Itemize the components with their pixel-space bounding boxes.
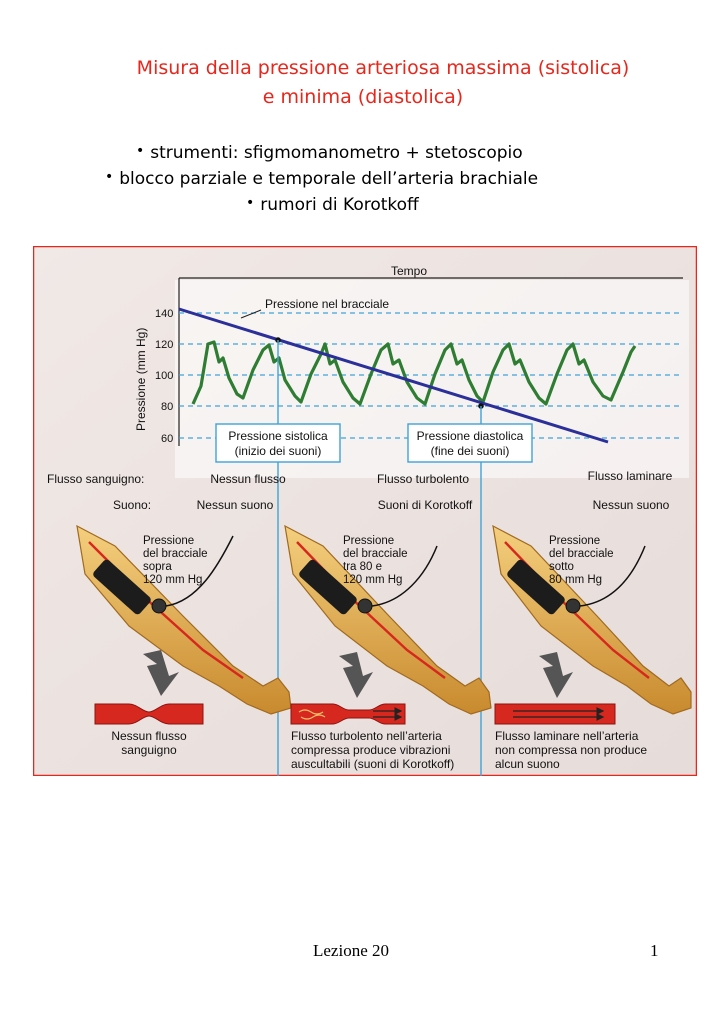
page-title-line-1: Misura della pressione arteriosa massima… <box>136 57 630 79</box>
page-title-line-2: e minima (diastolica) <box>262 86 464 108</box>
systolic-box-line-1: Pressione sistolica <box>228 429 328 443</box>
flow-col-3: Flusso laminare <box>588 469 673 483</box>
caption-1-line-2: sanguigno <box>121 743 177 757</box>
cuff-line-label: Pressione nel bracciale <box>265 297 389 311</box>
cuff-text-3-line-4: 80 mm Hg <box>549 574 602 586</box>
bullet-dot-icon: • <box>105 169 114 185</box>
sound-col-3: Nessun suono <box>593 498 670 512</box>
cuff-text-3-line-2: del bracciale <box>549 548 614 560</box>
footer-lesson: Lezione 20 <box>313 941 389 960</box>
down-arrow-icon <box>339 652 373 698</box>
stethoscope-head <box>565 598 581 614</box>
y-tick-label: 80 <box>161 401 173 413</box>
caption-3-line-1: Flusso laminare nell’arteria <box>495 729 639 743</box>
arm-panel-3: Pressione del bracciale sotto 80 mm Hg F… <box>492 524 692 771</box>
y-tick-label: 120 <box>155 339 173 351</box>
turbulence-lines <box>298 709 326 720</box>
arm-panel-2: Pressione del bracciale tra 80 e 120 mm … <box>284 524 492 771</box>
caption-2-line-1: Flusso turbolento nell’arteria <box>291 729 442 743</box>
cuff-text-2-line-2: del bracciale <box>343 548 408 560</box>
diastolic-box-line-2: (fine dei suoni) <box>431 444 510 458</box>
arterial-pressure-wave <box>191 340 637 406</box>
stethoscope-tube <box>165 535 234 607</box>
footer-page-number: 1 <box>650 941 659 960</box>
stethoscope-tube <box>579 545 646 607</box>
bullet-text: strumenti: sfigmomanometro + stetoscopio <box>150 143 523 163</box>
bullet-instruments: • strumenti: sfigmomanometro + stetoscopi… <box>136 143 523 163</box>
sound-col-2: Suoni di Korotkoff <box>378 498 473 512</box>
cuff-text-2-line-1: Pressione <box>343 535 394 547</box>
vessel-turbulent <box>290 703 406 725</box>
blood-pressure-diagram: Tempo Pressione (mm Hg) 140 120 100 80 6… <box>33 246 697 776</box>
caption-3-line-2: non compressa non produce <box>495 743 647 757</box>
stethoscope-head <box>357 598 373 614</box>
sound-row-label: Suono: <box>113 498 151 512</box>
diastolic-box-line-1: Pressione diastolica <box>417 429 524 443</box>
flow-col-1: Nessun flusso <box>210 472 286 486</box>
y-tick-label: 60 <box>161 433 173 445</box>
diastolic-box <box>407 423 533 463</box>
systolic-box <box>215 423 341 463</box>
bullet-block: • blocco parziale e temporale dell’arteri… <box>105 169 538 189</box>
y-tick-label: 100 <box>155 370 173 382</box>
vessel-open <box>494 703 616 725</box>
y-tick-label: 140 <box>155 308 173 320</box>
bullet-dot-icon: • <box>246 195 255 211</box>
cuff-text-1-line-3: sopra <box>143 561 172 573</box>
caption-2-line-3: auscultabili (suoni di Korotkoff) <box>291 757 454 771</box>
cuff-text-1-line-1: Pressione <box>143 535 194 547</box>
flow-col-2: Flusso turbolento <box>377 472 469 486</box>
flow-row-label: Flusso sanguigno: <box>47 472 144 486</box>
cuff-band <box>507 559 565 615</box>
cuff-band <box>93 559 151 615</box>
y-ticks: 140 120 100 80 60 <box>155 308 173 445</box>
bullet-korotkoff: • rumori di Korotkoff <box>246 195 419 215</box>
down-arrow-icon <box>539 652 573 698</box>
y-axis-label: Pressione (mm Hg) <box>134 328 148 431</box>
stethoscope-head <box>151 598 167 614</box>
arm-shape <box>284 524 492 715</box>
cuff-text-2-line-3: tra 80 e <box>343 561 382 573</box>
caption-3-line-3: alcun suono <box>495 757 560 771</box>
cuff-pressure-line <box>178 307 609 444</box>
cuff-text-1-line-4: 120 mm Hg <box>143 574 202 586</box>
stethoscope-tube <box>371 545 438 607</box>
cuff-label-pointer <box>240 309 262 319</box>
arm-panel-1: Pressione del bracciale sopra 120 mm Hg … <box>76 524 292 757</box>
time-label: Tempo <box>391 264 427 278</box>
cuff-text-3-line-3: sotto <box>549 561 574 573</box>
cuff-band <box>299 559 357 615</box>
cuff-text-2-line-4: 120 mm Hg <box>343 574 402 586</box>
arm-shape <box>492 524 692 715</box>
cuff-text-1-line-2: del bracciale <box>143 548 208 560</box>
caption-1-line-1: Nessun flusso <box>111 729 187 743</box>
cuff-text-3-line-1: Pressione <box>549 535 600 547</box>
bullet-dot-icon: • <box>136 143 145 159</box>
sound-col-1: Nessun suono <box>197 498 274 512</box>
bullet-text: rumori di Korotkoff <box>260 195 419 215</box>
caption-2-line-2: compressa produce vibrazioni <box>291 743 450 757</box>
bullet-text: blocco parziale e temporale dell’arteria… <box>119 169 539 189</box>
vessel-occluded <box>94 703 204 725</box>
down-arrow-icon <box>143 650 179 696</box>
systolic-box-line-2: (inizio dei suoni) <box>235 444 322 458</box>
